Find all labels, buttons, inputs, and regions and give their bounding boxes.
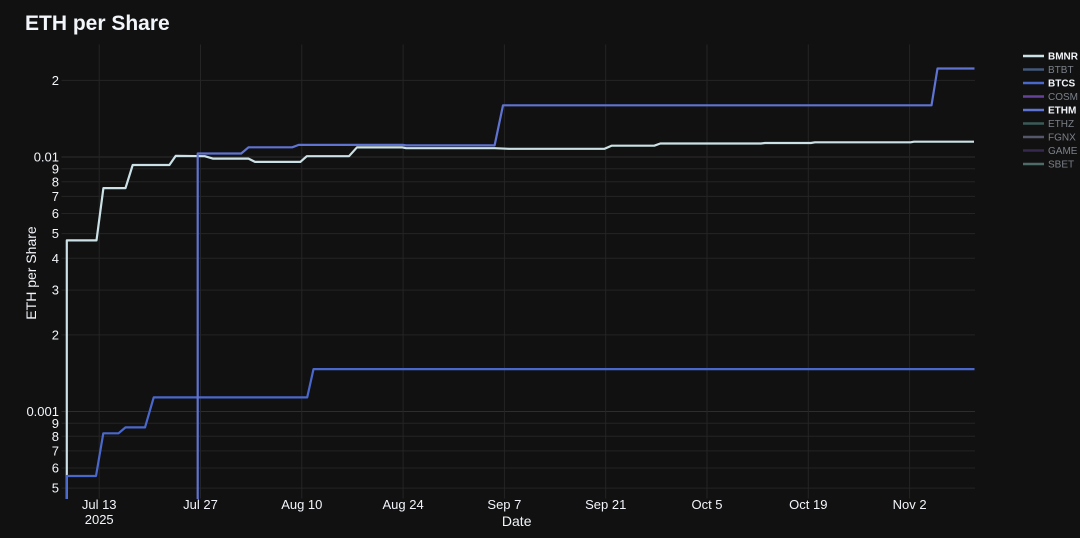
svg-text:7: 7 xyxy=(52,444,59,459)
svg-text:Sep 21: Sep 21 xyxy=(585,497,626,512)
svg-text:ETH per Share: ETH per Share xyxy=(25,12,170,35)
svg-text:6: 6 xyxy=(52,461,59,476)
svg-text:8: 8 xyxy=(52,429,59,444)
svg-text:Sep 7: Sep 7 xyxy=(487,497,521,512)
svg-text:0.001: 0.001 xyxy=(26,404,59,419)
svg-text:Jul 13: Jul 13 xyxy=(82,497,117,512)
svg-text:2025: 2025 xyxy=(85,512,114,527)
svg-text:9: 9 xyxy=(52,416,59,431)
svg-text:ETHM: ETHM xyxy=(1048,106,1076,117)
svg-text:Nov 2: Nov 2 xyxy=(893,497,927,512)
svg-text:5: 5 xyxy=(52,481,59,496)
svg-text:4: 4 xyxy=(52,251,59,266)
svg-text:0.01: 0.01 xyxy=(34,150,59,165)
svg-text:COSM: COSM xyxy=(1048,92,1078,103)
svg-text:2: 2 xyxy=(52,73,59,88)
svg-text:GAME: GAME xyxy=(1048,146,1078,157)
svg-text:SBET: SBET xyxy=(1048,160,1074,171)
svg-text:BTBT: BTBT xyxy=(1048,65,1074,76)
svg-text:Jul 27: Jul 27 xyxy=(183,497,218,512)
svg-text:8: 8 xyxy=(52,174,59,189)
svg-text:FGNX: FGNX xyxy=(1048,133,1076,144)
svg-text:5: 5 xyxy=(52,226,59,241)
svg-text:Oct 19: Oct 19 xyxy=(789,497,827,512)
svg-text:2: 2 xyxy=(52,328,59,343)
svg-text:7: 7 xyxy=(52,189,59,204)
svg-text:9: 9 xyxy=(52,161,59,176)
svg-text:Aug 10: Aug 10 xyxy=(281,497,322,512)
svg-text:ETH per Share: ETH per Share xyxy=(23,226,39,320)
svg-text:6: 6 xyxy=(52,206,59,221)
svg-text:ETHZ: ETHZ xyxy=(1048,119,1074,130)
svg-text:BMNR: BMNR xyxy=(1048,52,1079,63)
svg-text:3: 3 xyxy=(52,283,59,298)
svg-text:Date: Date xyxy=(502,513,532,529)
svg-text:BTCS: BTCS xyxy=(1048,79,1076,90)
svg-text:Oct 5: Oct 5 xyxy=(691,497,722,512)
svg-text:Aug 24: Aug 24 xyxy=(382,497,423,512)
